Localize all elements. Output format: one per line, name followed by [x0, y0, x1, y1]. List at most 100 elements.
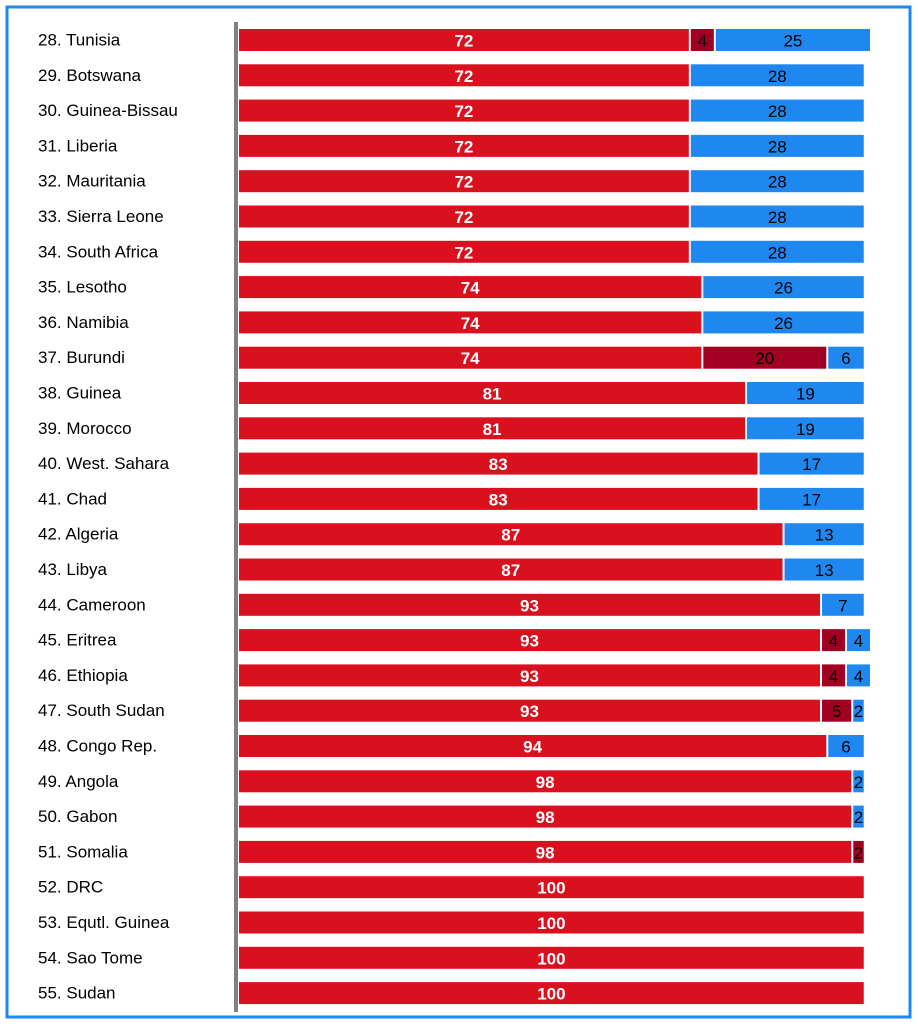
bar-segment	[690, 134, 864, 157]
bar-segment	[853, 770, 864, 793]
value-label: 93	[520, 596, 539, 615]
bar-segment	[822, 593, 864, 616]
category-label: 32. Mauritania	[38, 172, 146, 191]
bar-segment	[853, 699, 864, 722]
value-label: 4	[854, 667, 863, 686]
bar-segment	[703, 346, 827, 369]
value-label: 6	[841, 349, 850, 368]
bar-segment	[239, 276, 702, 299]
category-label: 31. Liberia	[38, 136, 118, 155]
frame	[5, 5, 912, 1019]
value-label: 2	[854, 773, 863, 792]
value-label: 74	[461, 279, 480, 298]
value-label: 72	[454, 67, 473, 86]
value-label: 17	[802, 455, 821, 474]
category-label: 49. Angola	[38, 772, 119, 791]
bar-segment	[847, 664, 870, 687]
bar-segment	[239, 805, 852, 828]
value-label: 87	[501, 561, 520, 580]
category-label: 51. Somalia	[38, 842, 128, 861]
bar-segment	[239, 346, 702, 369]
bar-segment	[239, 629, 821, 652]
value-label: 13	[815, 561, 834, 580]
bar-segment	[715, 29, 870, 51]
value-label: 28	[768, 173, 787, 192]
bar-segment	[703, 311, 864, 334]
value-label: 72	[454, 173, 473, 192]
bar-segment	[747, 417, 864, 440]
value-label: 28	[768, 208, 787, 227]
bar-segment	[239, 311, 702, 334]
bar-segment	[822, 699, 852, 722]
value-label: 98	[536, 773, 555, 792]
value-label: 72	[454, 32, 473, 51]
value-label: 26	[774, 279, 793, 298]
bar-segment	[853, 840, 864, 863]
value-label: 100	[537, 879, 565, 898]
value-label: 83	[489, 490, 508, 509]
value-label: 72	[454, 102, 473, 121]
value-label: 83	[489, 455, 508, 474]
category-label: 52. DRC	[38, 878, 103, 897]
value-label: 4	[829, 667, 838, 686]
value-label: 100	[537, 949, 565, 968]
bar-segment	[759, 487, 864, 510]
value-label: 17	[802, 490, 821, 509]
category-label: 45. Eritrea	[38, 631, 117, 650]
bar-segment	[239, 558, 783, 581]
category-label: 53. Equtl. Guinea	[38, 913, 170, 932]
bar-segment	[239, 735, 827, 757]
category-label: 34. South Africa	[38, 242, 159, 261]
bar-segment	[828, 346, 864, 369]
value-label: 28	[768, 67, 787, 86]
value-label: 72	[454, 137, 473, 156]
bar-segment	[239, 664, 821, 687]
value-label: 20	[755, 349, 774, 368]
bar-segment	[239, 593, 821, 616]
value-label: 28	[768, 243, 787, 262]
value-label: 93	[520, 632, 539, 651]
bar-segment	[853, 805, 864, 828]
value-label: 72	[454, 208, 473, 227]
value-label: 2	[854, 843, 863, 862]
value-label: 4	[829, 632, 838, 651]
bar-segment	[239, 982, 864, 1005]
value-label: 98	[536, 808, 555, 827]
bar-segment	[239, 452, 758, 475]
bar-segment	[784, 558, 864, 581]
value-label: 5	[832, 702, 841, 721]
value-label: 4	[698, 32, 707, 51]
category-label: 28. Tunisia	[38, 31, 121, 50]
value-label: 100	[537, 985, 565, 1004]
category-label: 50. Gabon	[38, 807, 117, 826]
bar-segment	[239, 170, 689, 193]
value-label: 19	[796, 420, 815, 439]
value-label: 28	[768, 102, 787, 121]
bar-segment	[239, 876, 864, 899]
bar-segment	[690, 170, 864, 193]
value-label: 100	[537, 914, 565, 933]
bar-segment	[239, 417, 746, 440]
value-label: 74	[461, 349, 480, 368]
category-label: 35. Lesotho	[38, 278, 127, 297]
category-label: 47. South Sudan	[38, 701, 165, 720]
bar-segment	[703, 276, 864, 299]
category-label: 40. West. Sahara	[38, 454, 170, 473]
bar-segment	[239, 99, 689, 122]
bar-segment	[239, 840, 852, 863]
bar-segment	[690, 240, 864, 263]
bar-segment	[239, 946, 864, 969]
value-label: 19	[796, 385, 815, 404]
value-label: 87	[501, 526, 520, 545]
bar-segment	[239, 523, 783, 546]
value-label: 6	[841, 738, 850, 757]
bar-segment	[690, 64, 864, 87]
value-label: 2	[854, 808, 863, 827]
bar-segment	[828, 735, 864, 757]
value-label: 93	[520, 667, 539, 686]
bar-segment	[690, 29, 714, 51]
bar-segment	[759, 452, 864, 475]
value-label: 25	[783, 32, 802, 51]
bar-segment	[239, 699, 821, 722]
